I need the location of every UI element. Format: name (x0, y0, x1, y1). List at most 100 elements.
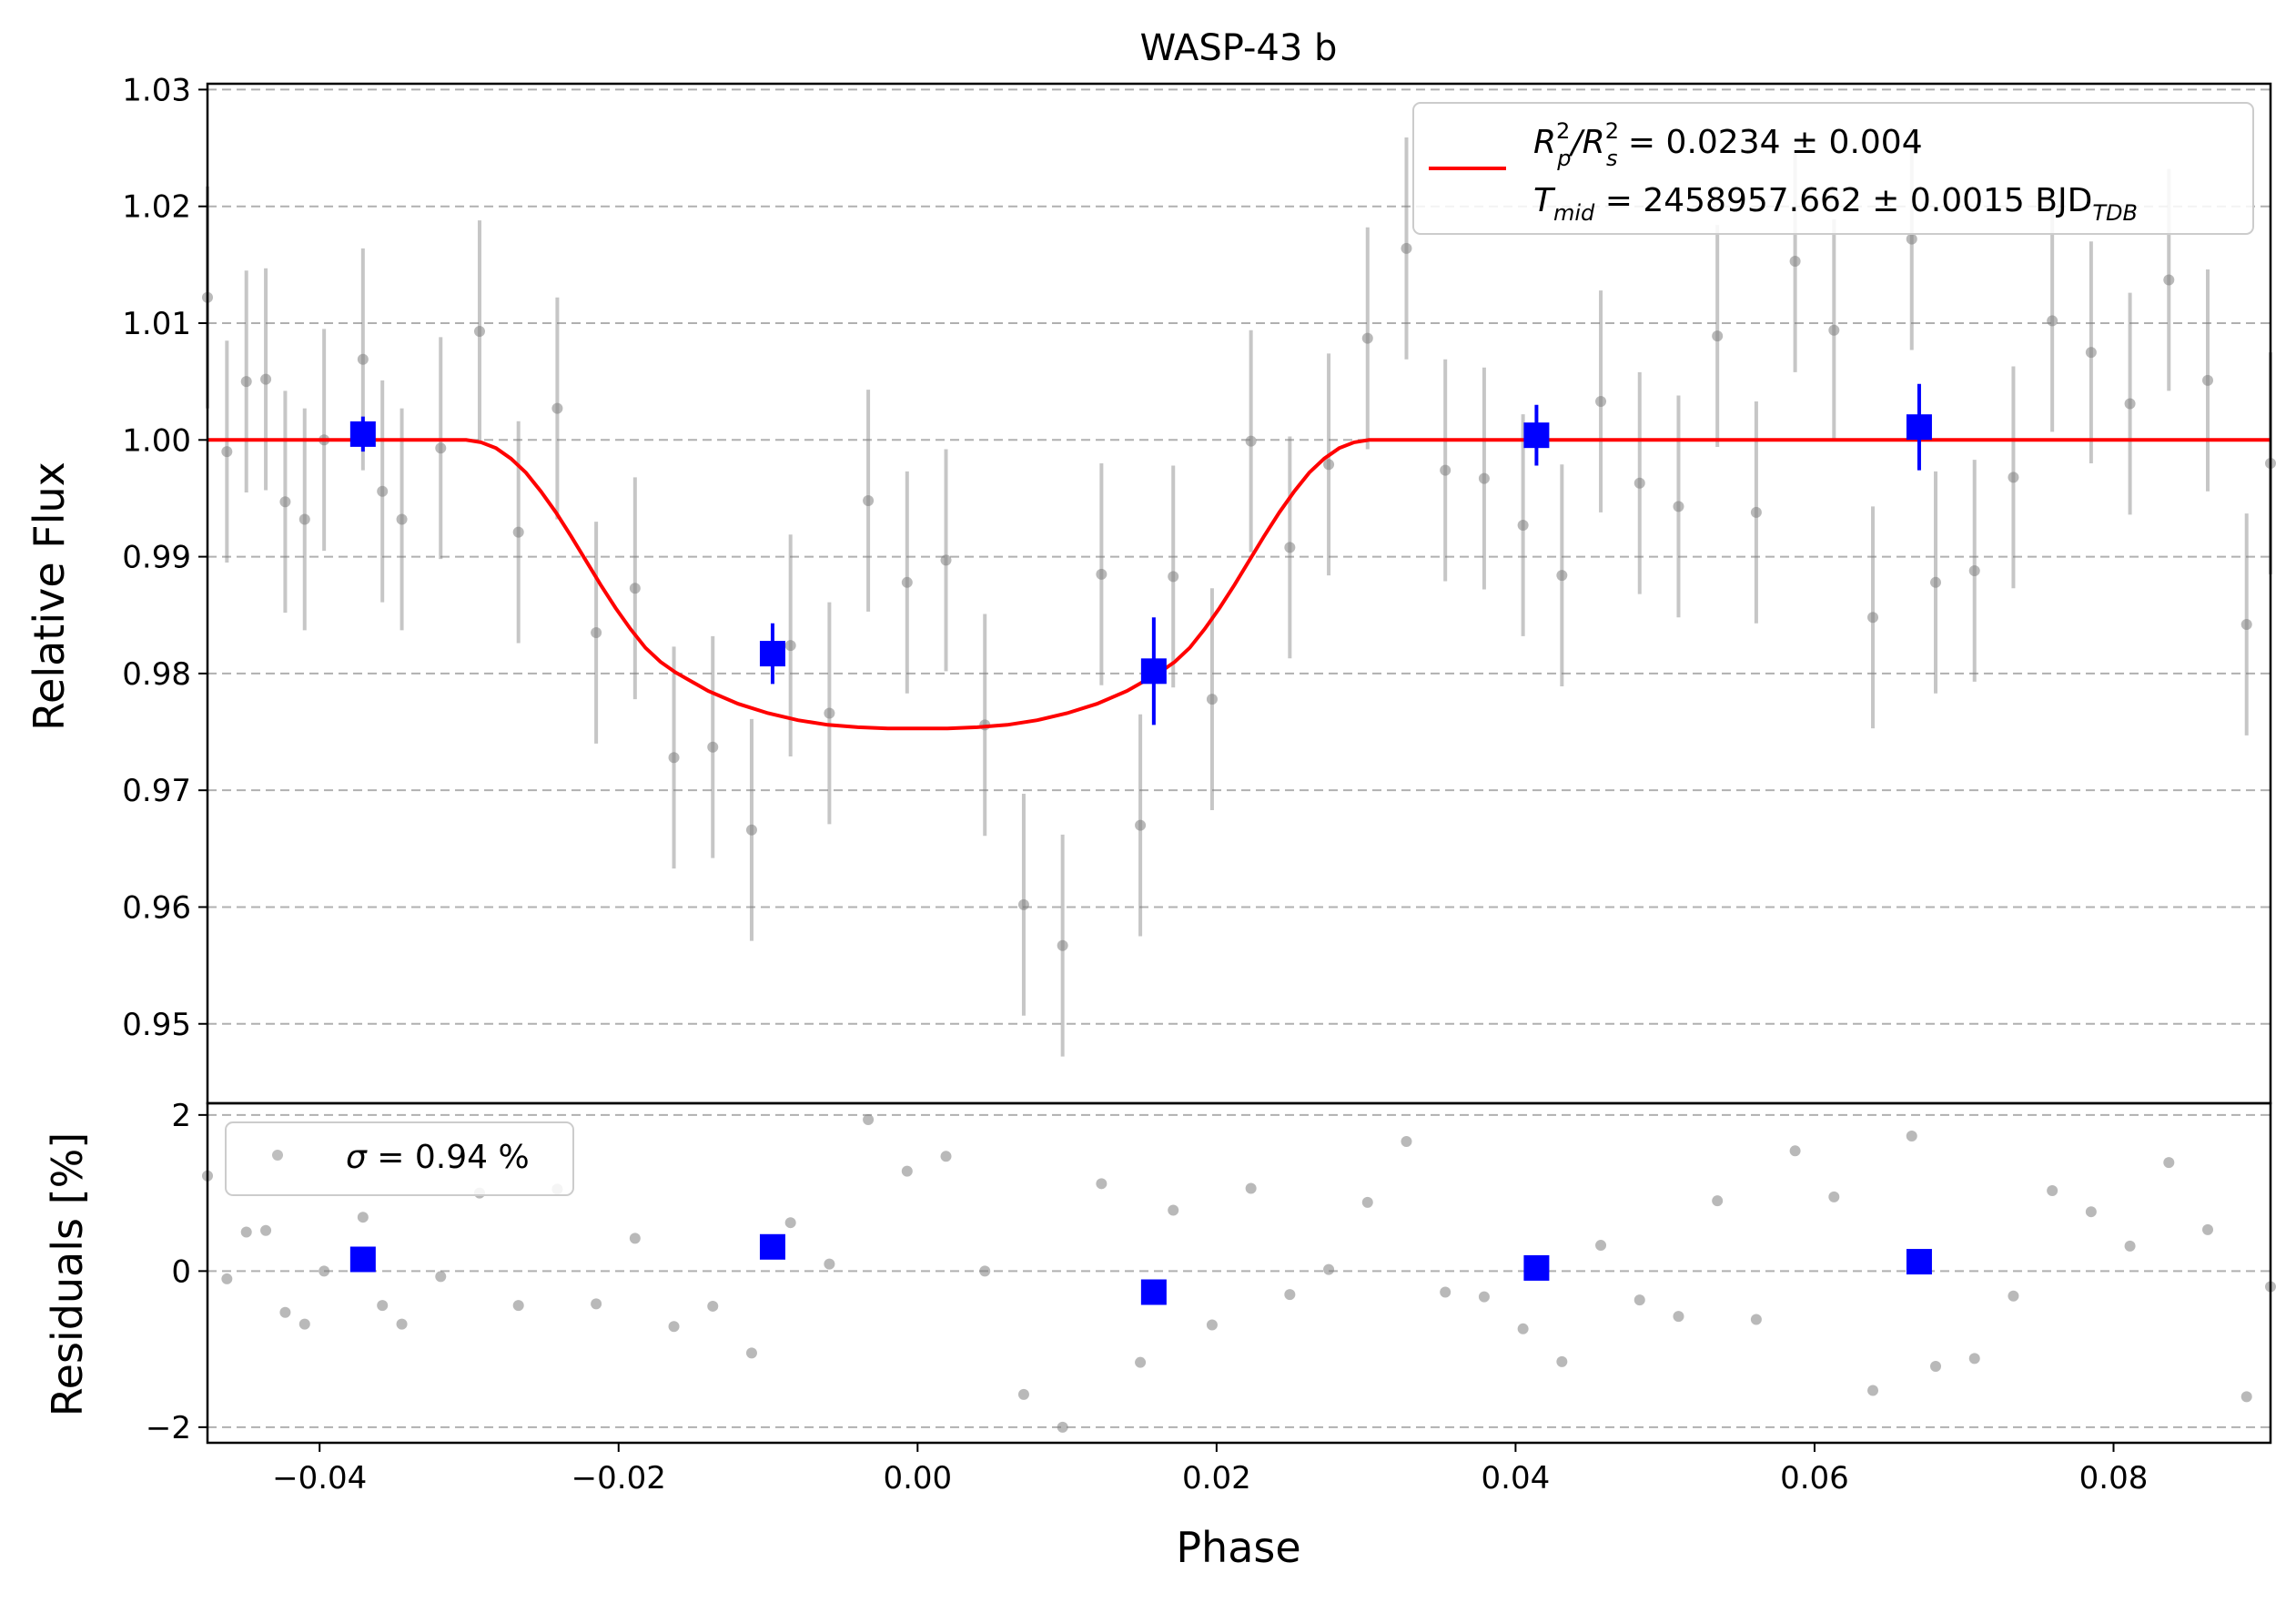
residual-point (260, 1224, 272, 1236)
data-point (1712, 330, 1724, 342)
data-point (1057, 939, 1068, 951)
residual-point (377, 1300, 389, 1312)
data-point (1206, 694, 1218, 705)
residual-point (1906, 1131, 1917, 1142)
binned-point (1523, 422, 1550, 449)
transit-model-series (207, 438, 2271, 731)
y-tick-label: 0.99 (122, 540, 191, 576)
residual-point (1968, 1353, 1980, 1365)
data-point (240, 376, 252, 388)
data-point (1867, 612, 1879, 624)
data-point (551, 402, 563, 414)
data-point (707, 741, 719, 753)
binned-point (1906, 414, 1932, 441)
light-curve-y-axis-label: Relative Flux (25, 462, 74, 731)
data-point (473, 325, 485, 337)
x-tick-label: 0.08 (2079, 1460, 2149, 1496)
data-point (357, 353, 369, 365)
residual-point (784, 1217, 796, 1229)
x-tick-label: 0.04 (1482, 1460, 1551, 1496)
data-point (1930, 576, 1942, 588)
data-point (298, 513, 310, 525)
data-point (863, 495, 875, 507)
legend-model-label-mid-time: Tmid = 2458957.662 ± 0.0015 BJDTDB (1533, 182, 2138, 226)
data-point (784, 640, 796, 652)
binned-residual-point (349, 1246, 376, 1273)
residual-point (1517, 1323, 1529, 1334)
residual-point (1789, 1145, 1801, 1157)
residuals-axes-frame (206, 1101, 2272, 1445)
data-point (745, 824, 757, 836)
x-axis-label: Phase (1176, 1523, 1300, 1572)
residual-point (629, 1233, 641, 1244)
residual-point (435, 1271, 447, 1283)
residual-point (298, 1318, 310, 1330)
residual-point (901, 1165, 913, 1177)
y-tick-label: 1.02 (122, 189, 191, 226)
residual-point (512, 1300, 524, 1312)
residual-point (1096, 1178, 1108, 1190)
data-point (1517, 519, 1529, 531)
residual-point (2240, 1391, 2252, 1403)
residuals-x-ticks: −0.04 −0.02 0.00 0.02 0.04 0.06 0.08 (272, 1443, 2148, 1496)
data-point (668, 752, 680, 764)
x-tick-label: 0.06 (1780, 1460, 1849, 1496)
residual-point (2085, 1206, 2097, 1218)
residual-point (1828, 1191, 1840, 1202)
binned-residual-point (1140, 1279, 1167, 1305)
residuals-y-axis-label: Residuals [%] (43, 1132, 92, 1416)
y-tick-label: 1.01 (122, 306, 191, 342)
residual-point (1284, 1289, 1296, 1301)
data-point (1633, 477, 1645, 489)
data-point (1595, 395, 1607, 407)
x-tick-label: 0.02 (1182, 1460, 1251, 1496)
light-curve-panel: 0.95 0.96 0.97 0.98 0.99 1.00 1.01 1.02 1.03 Rel… (25, 72, 2276, 1105)
residual-point (2163, 1157, 2175, 1169)
data-point (1168, 571, 1179, 583)
binned-residual-point (1523, 1254, 1550, 1281)
light-curve-binned-series (349, 383, 1932, 725)
x-tick-label: −0.02 (571, 1460, 666, 1496)
residual-point (396, 1318, 408, 1330)
data-point (2085, 347, 2097, 359)
residual-point (240, 1226, 252, 1238)
data-point (2202, 374, 2214, 386)
residual-point (1168, 1204, 1179, 1216)
data-point (435, 442, 447, 454)
data-point (629, 583, 641, 594)
residual-point (319, 1265, 330, 1277)
data-point (1017, 898, 1029, 910)
residual-point (591, 1298, 602, 1310)
data-point (377, 485, 389, 497)
data-point (1828, 324, 1840, 336)
data-point (512, 526, 524, 538)
data-point (1361, 332, 1373, 344)
residual-point (1401, 1136, 1412, 1148)
data-point (1478, 472, 1490, 484)
data-point (1789, 256, 1801, 268)
binned-residual-point (1906, 1249, 1932, 1275)
residual-point (1750, 1314, 1762, 1325)
residual-point (940, 1151, 952, 1162)
residual-point (2202, 1223, 2214, 1235)
x-tick-label: 0.00 (883, 1460, 952, 1496)
residual-point (745, 1347, 757, 1359)
residual-point (1673, 1311, 1684, 1323)
binned-point (1140, 658, 1167, 685)
data-point (1440, 464, 1451, 476)
data-point (901, 576, 913, 588)
residual-point (863, 1114, 875, 1126)
data-point (2047, 315, 2058, 327)
data-point (1968, 564, 1980, 576)
legend-residual-marker (272, 1150, 283, 1161)
residual-point (707, 1300, 719, 1312)
y-tick-label: 0.97 (122, 773, 191, 809)
y-tick-label: 0.96 (122, 889, 191, 926)
y-tick-label: 0 (171, 1253, 191, 1290)
residuals-binned-series (349, 1233, 1932, 1305)
residual-point (824, 1258, 835, 1270)
x-tick-label: −0.04 (272, 1460, 367, 1496)
data-point (1096, 568, 1108, 580)
data-point (260, 373, 272, 385)
